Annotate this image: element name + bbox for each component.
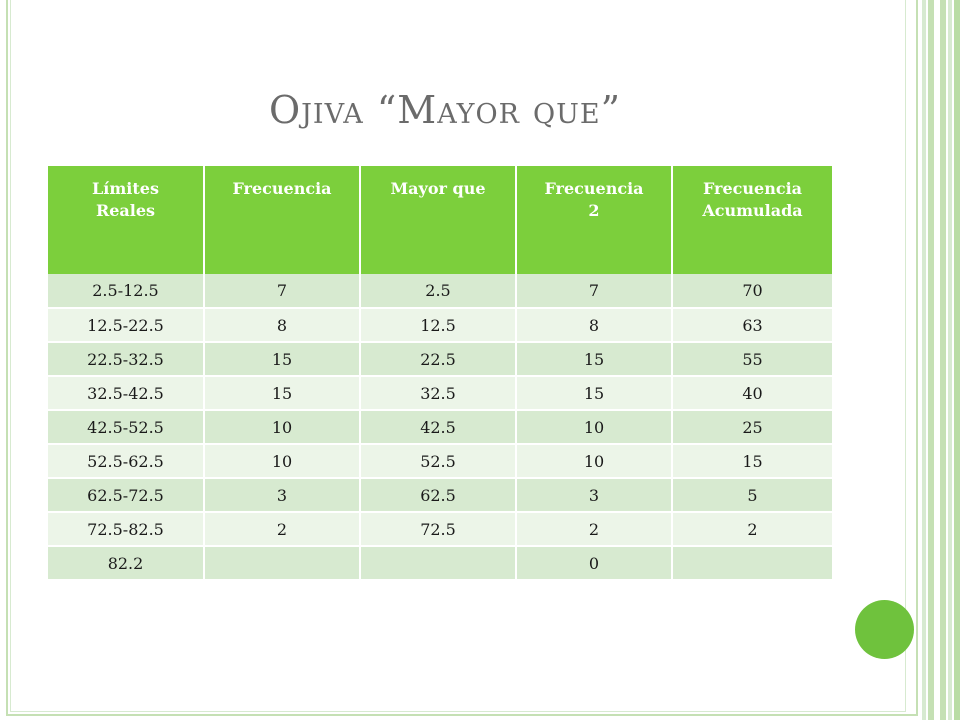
table-row: 72.5-82.5 2 72.5 2 2 <box>48 512 832 547</box>
cell-mayor-que: 62.5 <box>360 478 517 513</box>
cell-frecuencia-2: 15 <box>516 342 673 377</box>
cell-frecuencia-acumulada: 5 <box>672 478 832 513</box>
cell-mayor-que: 52.5 <box>360 444 517 479</box>
cell-frecuencia-acumulada: 25 <box>672 410 832 445</box>
cell-mayor-que: 32.5 <box>360 376 517 411</box>
table-row: 22.5-32.5 15 22.5 15 55 <box>48 342 832 377</box>
slide-frame-inner <box>10 0 906 712</box>
table-row: 62.5-72.5 3 62.5 3 5 <box>48 478 832 513</box>
title-initial-m: M <box>397 88 438 132</box>
cell-limites-reales: 22.5-32.5 <box>48 342 205 377</box>
cell-frecuencia-acumulada: 40 <box>672 376 832 411</box>
header-frecuencia-2: Frecuencia 2 <box>516 166 673 274</box>
table-header-row: Límites Reales Frecuencia Mayor que Frec… <box>48 166 832 274</box>
cell-limites-reales: 42.5-52.5 <box>48 410 205 445</box>
cell-frecuencia: 8 <box>204 308 361 343</box>
cell-frecuencia-acumulada: 63 <box>672 308 832 343</box>
cell-limites-reales: 52.5-62.5 <box>48 444 205 479</box>
frequency-table: Límites Reales Frecuencia Mayor que Frec… <box>48 166 832 581</box>
table-row: 52.5-62.5 10 52.5 10 15 <box>48 444 832 479</box>
cell-mayor-que: 12.5 <box>360 308 517 343</box>
cell-frecuencia: 3 <box>204 478 361 513</box>
table-row: 2.5-12.5 7 2.5 7 70 <box>48 274 832 309</box>
cell-frecuencia-2: 2 <box>516 512 673 547</box>
cell-mayor-que: 2.5 <box>360 274 517 309</box>
cell-frecuencia: 15 <box>204 342 361 377</box>
cell-frecuencia: 7 <box>204 274 361 309</box>
cell-frecuencia: 15 <box>204 376 361 411</box>
cell-limites-reales: 72.5-82.5 <box>48 512 205 547</box>
cell-frecuencia-acumulada: 15 <box>672 444 832 479</box>
title-open-quote: “ <box>376 88 398 132</box>
table-row: 32.5-42.5 15 32.5 15 40 <box>48 376 832 411</box>
cell-frecuencia-2: 8 <box>516 308 673 343</box>
cell-frecuencia-2: 0 <box>516 546 673 581</box>
cell-limites-reales: 82.2 <box>48 546 205 581</box>
cell-limites-reales: 32.5-42.5 <box>48 376 205 411</box>
cell-mayor-que: 72.5 <box>360 512 517 547</box>
table-row: 12.5-22.5 8 12.5 8 63 <box>48 308 832 343</box>
cell-frecuencia: 10 <box>204 410 361 445</box>
cell-frecuencia-acumulada <box>672 546 832 581</box>
title-word-ojiva-rest: jiva <box>301 88 364 132</box>
cell-frecuencia: 10 <box>204 444 361 479</box>
cell-frecuencia-2: 3 <box>516 478 673 513</box>
cell-frecuencia-2: 10 <box>516 410 673 445</box>
cell-frecuencia-acumulada: 2 <box>672 512 832 547</box>
cell-frecuencia-acumulada: 55 <box>672 342 832 377</box>
cell-limites-reales: 62.5-72.5 <box>48 478 205 513</box>
slide-title: Ojiva “Mayor que” <box>0 88 890 132</box>
cell-frecuencia-2: 10 <box>516 444 673 479</box>
title-initial-o: O <box>268 88 302 132</box>
header-frecuencia: Frecuencia <box>204 166 361 274</box>
header-frecuencia-acumulada: Frecuencia Acumulada <box>672 166 832 274</box>
cell-limites-reales: 2.5-12.5 <box>48 274 205 309</box>
slide-frame <box>6 0 918 716</box>
header-limites-reales: Límites Reales <box>48 166 205 274</box>
cell-limites-reales: 12.5-22.5 <box>48 308 205 343</box>
decorative-green-circle <box>855 600 914 659</box>
cell-frecuencia-2: 7 <box>516 274 673 309</box>
title-word-mayor-que-rest: ayor que <box>437 88 601 132</box>
cell-mayor-que <box>360 546 517 581</box>
title-close-quote: ” <box>600 88 622 132</box>
cell-frecuencia <box>204 546 361 581</box>
cell-frecuencia-2: 15 <box>516 376 673 411</box>
cell-mayor-que: 42.5 <box>360 410 517 445</box>
header-mayor-que: Mayor que <box>360 166 517 274</box>
table-row: 42.5-52.5 10 42.5 10 25 <box>48 410 832 445</box>
cell-mayor-que: 22.5 <box>360 342 517 377</box>
cell-frecuencia: 2 <box>204 512 361 547</box>
cell-frecuencia-acumulada: 70 <box>672 274 832 309</box>
table-row: 82.2 0 <box>48 546 832 581</box>
